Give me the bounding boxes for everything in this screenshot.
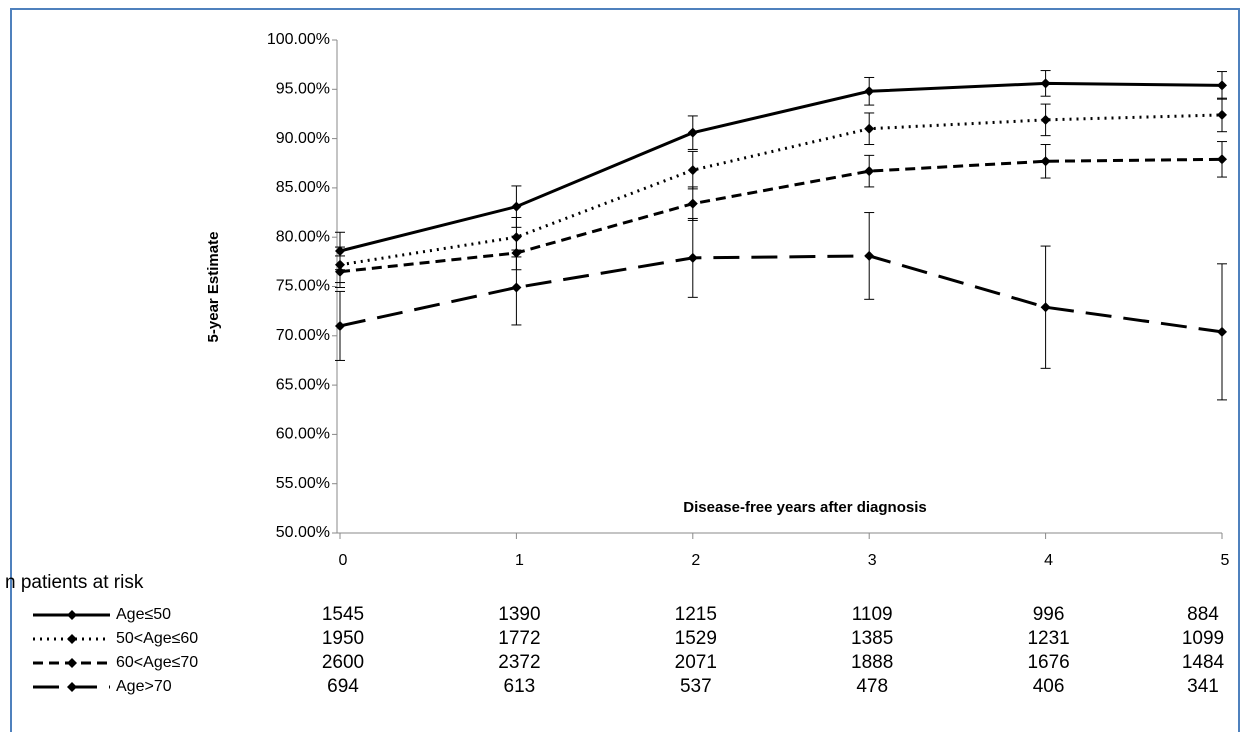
at-risk-count: 537 [680, 676, 712, 697]
at-risk-count: 341 [1187, 676, 1219, 697]
at-risk-count: 478 [856, 676, 888, 697]
marker [1040, 156, 1051, 167]
series-line [339, 81, 1223, 253]
at-risk-count: 694 [327, 676, 359, 697]
at-risk-count: 1888 [851, 652, 893, 673]
x-tick-label: 0 [339, 552, 348, 569]
marker [1040, 114, 1051, 125]
at-risk-count: 996 [1033, 604, 1065, 625]
legend-marker [67, 634, 77, 644]
legend-label: 50<Age≤60 [116, 630, 198, 647]
marker [511, 282, 522, 293]
y-tick-label: 55.00% [276, 475, 330, 492]
marker [687, 198, 698, 209]
legend-marker [67, 658, 77, 668]
y-tick-label: 75.00% [276, 278, 330, 295]
at-risk-count: 884 [1187, 604, 1219, 625]
at-risk-count: 1772 [498, 628, 540, 649]
marker [1217, 109, 1227, 120]
series-line [339, 157, 1223, 274]
legend-marker [67, 610, 77, 620]
risk-table-title: n patients at risk [5, 572, 144, 593]
x-tick-label: 1 [515, 552, 524, 569]
marker [864, 86, 875, 97]
y-tick-label: 85.00% [276, 179, 330, 196]
x-tick-label: 4 [1044, 552, 1053, 569]
at-risk-count: 1676 [1027, 652, 1069, 673]
y-tick-label: 60.00% [276, 426, 330, 443]
marker [864, 166, 875, 177]
y-tick-label: 80.00% [276, 228, 330, 245]
marker [335, 320, 345, 331]
marker [335, 266, 345, 277]
at-risk-count: 613 [504, 676, 536, 697]
y-tick-label: 100.00% [267, 31, 330, 48]
at-risk-count: 406 [1033, 676, 1065, 697]
marker [864, 250, 875, 261]
series-line [339, 254, 1223, 334]
x-tick-label: 5 [1221, 552, 1230, 569]
at-risk-count: 1484 [1182, 652, 1225, 673]
at-risk-count: 2372 [498, 652, 540, 673]
x-tick-label: 3 [868, 552, 877, 569]
at-risk-count: 1109 [852, 604, 893, 625]
marker [864, 123, 875, 134]
marker [1217, 80, 1227, 91]
marker [687, 252, 698, 263]
at-risk-count: 1099 [1182, 628, 1224, 649]
marker [1040, 78, 1051, 89]
y-tick-label: 50.00% [276, 524, 330, 541]
marker [511, 201, 522, 212]
at-risk-count: 2071 [675, 652, 717, 673]
at-risk-count: 1215 [675, 604, 717, 625]
x-tick-label: 2 [691, 552, 700, 569]
marker [687, 127, 698, 138]
series-line [339, 113, 1223, 267]
at-risk-count: 1385 [851, 628, 893, 649]
legend-label: Age>70 [116, 678, 172, 695]
at-risk-count: 2600 [322, 652, 364, 673]
legend-marker [67, 682, 77, 692]
frame [10, 8, 1240, 732]
at-risk-count: 1545 [322, 604, 364, 625]
marker [1217, 326, 1227, 337]
y-tick-label: 65.00% [276, 376, 330, 393]
at-risk-count: 1390 [498, 604, 540, 625]
legend-label: 60<Age≤70 [116, 654, 198, 671]
at-risk-count: 1529 [675, 628, 717, 649]
at-risk-count: 1950 [322, 628, 364, 649]
marker [1040, 302, 1051, 313]
x-axis-title: Disease-free years after diagnosis [683, 499, 926, 516]
marker [687, 165, 698, 176]
y-tick-label: 90.00% [276, 130, 330, 147]
at-risk-count: 1231 [1027, 628, 1069, 649]
legend-label: Age≤50 [116, 606, 171, 623]
y-tick-label: 70.00% [276, 327, 330, 344]
marker [1217, 154, 1227, 165]
y-axis-title: 5-year Estimate [205, 232, 222, 343]
y-tick-label: 95.00% [276, 81, 330, 98]
